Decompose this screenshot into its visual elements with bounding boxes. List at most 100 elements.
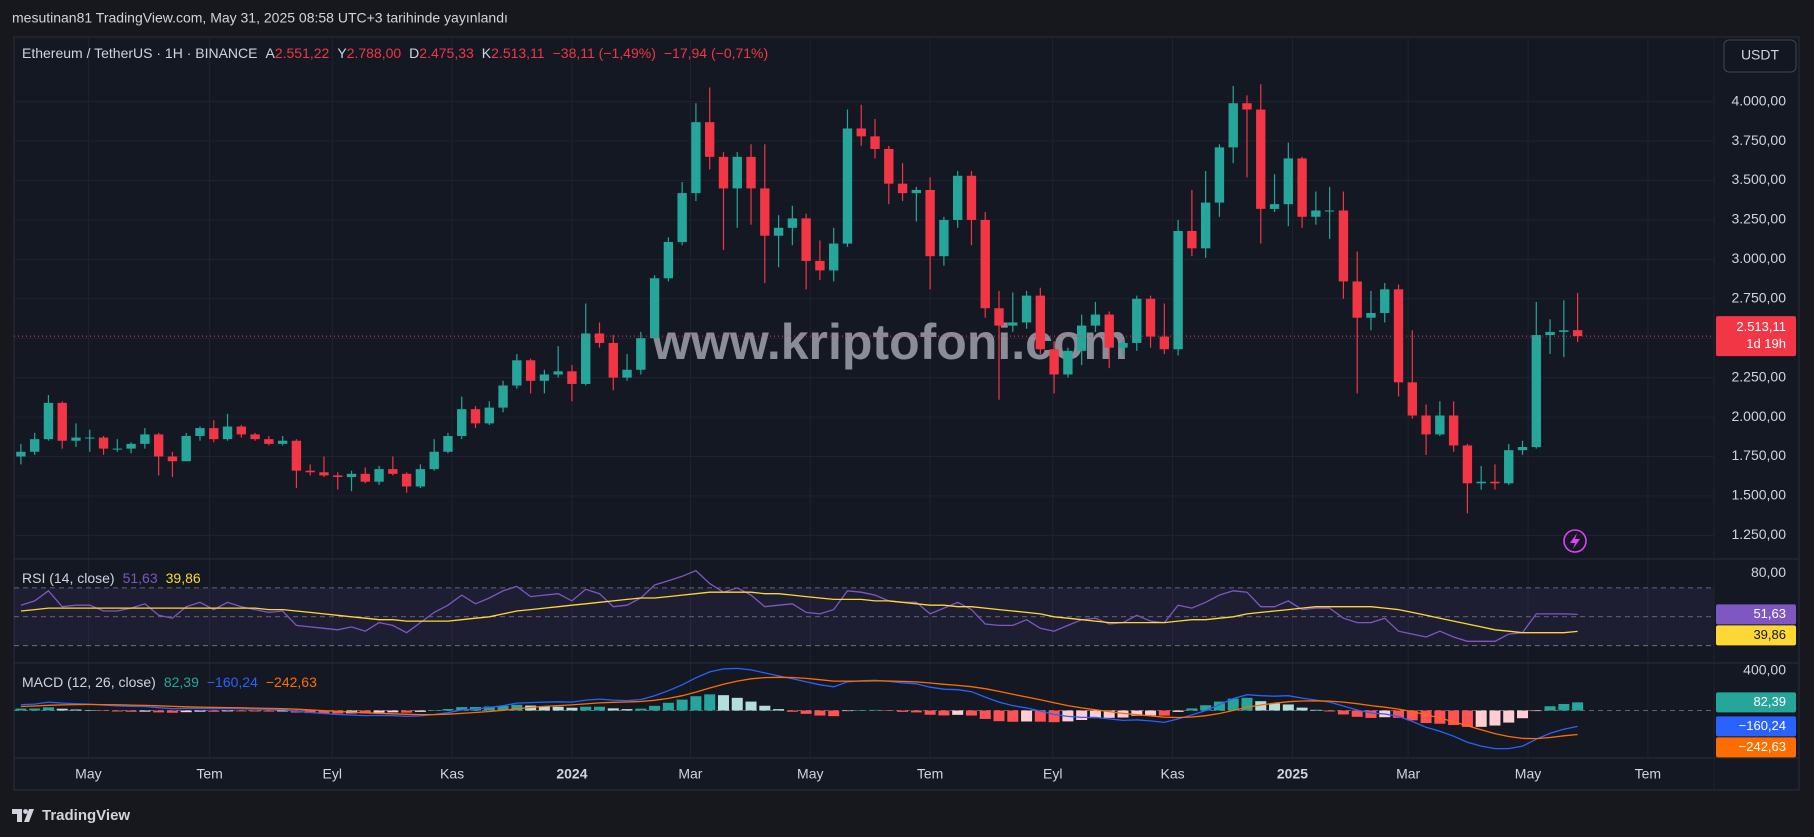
candle-body — [29, 439, 40, 452]
x-tick-label: 2025 — [1277, 766, 1308, 782]
ohlc-key: Y — [337, 45, 347, 61]
candle-body — [305, 470, 315, 473]
candle-body — [250, 434, 260, 440]
histogram-bar — [593, 706, 606, 711]
candle-body — [773, 227, 784, 236]
histogram-bar — [1255, 701, 1267, 711]
y-tick-label: 3.000,00 — [1732, 250, 1787, 266]
histogram-bar — [717, 695, 729, 711]
histogram-bar — [1282, 704, 1294, 711]
indicator-line — [20, 569, 1578, 642]
histogram-bar — [208, 710, 220, 712]
candle-body — [1132, 298, 1142, 343]
histogram-bar — [428, 710, 440, 711]
value-badge: 51,63 — [1716, 604, 1796, 625]
candle-body — [401, 473, 412, 487]
candle-body — [1242, 103, 1252, 110]
candle-body — [167, 456, 178, 462]
alert-icon[interactable] — [1563, 529, 1587, 553]
candle-body — [374, 469, 384, 482]
histogram-bar — [786, 710, 798, 712]
ohlc-value: 2.513,11 — [491, 45, 545, 61]
candle-body — [539, 374, 550, 381]
candle-body — [1448, 415, 1459, 446]
histogram-bar — [773, 709, 785, 711]
histogram-bar — [731, 697, 743, 711]
histogram-bar — [1103, 710, 1115, 718]
histogram-bar — [841, 710, 853, 712]
histogram-bar — [235, 710, 247, 712]
histogram-bar — [538, 706, 550, 711]
histogram-bar — [993, 710, 1005, 722]
x-tick-label: May — [797, 766, 823, 782]
y-tick-label: 400,00 — [1743, 662, 1786, 678]
histogram-bar — [153, 710, 165, 713]
indicator-line — [20, 676, 1578, 740]
histogram-bar — [125, 710, 137, 712]
candle-body — [581, 333, 591, 384]
candle-body — [691, 122, 701, 194]
candle-body — [126, 443, 136, 449]
histogram-bar — [814, 710, 826, 716]
candle-body — [291, 440, 302, 471]
pane-title: RSI (14, close) — [22, 570, 115, 586]
histogram-bar — [662, 702, 674, 711]
value-badge-text: −160,24 — [1739, 718, 1786, 733]
histogram-bar — [139, 710, 151, 712]
candle-body — [1572, 330, 1583, 337]
currency-label[interactable]: USDT — [1741, 47, 1780, 63]
y-tick-label: 4.000,00 — [1732, 92, 1787, 108]
candle-body — [470, 409, 481, 424]
candle-body — [939, 219, 949, 257]
candle-body — [925, 189, 935, 257]
histogram-bar — [649, 705, 661, 711]
candle-body — [1462, 445, 1473, 484]
candle-body — [1173, 230, 1183, 350]
alert-icon-bolt[interactable] — [1570, 533, 1580, 549]
plot-area — [14, 84, 1714, 750]
histogram-bar — [1420, 710, 1432, 724]
legend-value: 51,63 — [123, 570, 158, 586]
value-badge-bg — [1716, 692, 1796, 713]
candle-body — [718, 156, 729, 189]
candle-body — [1311, 210, 1321, 217]
x-tick-label: Eyl — [1043, 766, 1062, 782]
histogram-bar — [111, 710, 123, 712]
candle-body — [760, 188, 770, 236]
x-tick-label: May — [1515, 766, 1541, 782]
candle-body — [622, 369, 632, 378]
histogram-bar — [1516, 710, 1529, 719]
candle-body — [112, 448, 123, 450]
candle-body — [1049, 349, 1059, 375]
histogram-bar — [635, 708, 647, 711]
histogram-bar — [1241, 697, 1253, 711]
histogram-bar — [70, 709, 82, 711]
histogram-bar — [1434, 710, 1446, 724]
currency-button[interactable] — [1723, 39, 1797, 73]
histogram-bar — [607, 708, 619, 711]
y-tick-label: 1.750,00 — [1732, 447, 1787, 463]
x-tick-label: Kas — [1161, 766, 1185, 782]
candle-body — [429, 451, 439, 470]
change-value: −17,94 (−0,71%) — [664, 45, 768, 61]
publish-header: mesutinan81 TradingView.com, May 31, 202… — [12, 10, 508, 26]
value-badge-text: 82,39 — [1753, 694, 1786, 709]
candle-body — [43, 402, 54, 440]
histogram-bar — [1393, 710, 1405, 718]
histogram-bar — [1172, 710, 1184, 712]
histogram-bar — [359, 710, 371, 714]
x-tick-label: 2024 — [556, 766, 587, 782]
candle-body — [705, 122, 715, 157]
candle-body — [181, 435, 191, 462]
alert-icon-circle[interactable] — [1563, 529, 1587, 553]
candle-body — [842, 128, 853, 244]
x-tick-label: May — [75, 766, 101, 782]
candle-body — [333, 475, 343, 477]
candle-body — [319, 472, 329, 476]
x-tick-label: Mar — [1396, 766, 1420, 782]
candle-body — [71, 437, 81, 441]
histogram-bar — [56, 708, 68, 711]
candle-body — [732, 156, 742, 189]
candle-body — [815, 260, 825, 271]
histogram-bar — [1076, 710, 1088, 720]
